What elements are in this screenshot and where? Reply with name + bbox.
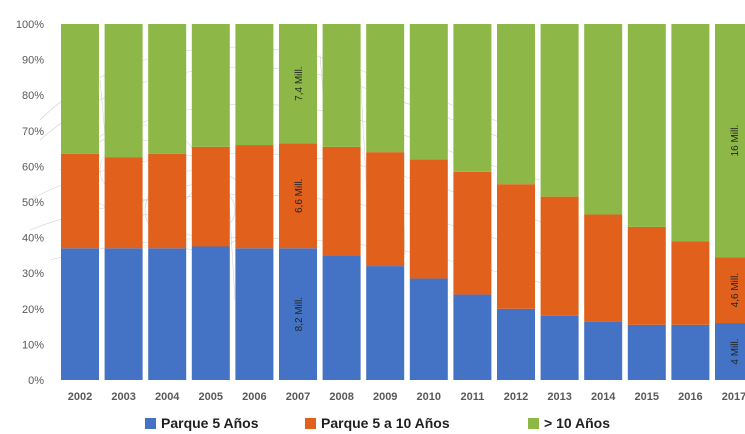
bars	[61, 24, 745, 380]
bar-segment	[715, 323, 745, 380]
bar-segment	[540, 24, 579, 197]
bar-segment	[366, 266, 405, 380]
bar-segment	[279, 143, 317, 249]
bar-segment	[61, 153, 99, 249]
bar-segment	[409, 24, 448, 160]
y-tick-label: 90%	[22, 55, 44, 67]
x-tick-label: 2006	[242, 391, 266, 403]
x-tick-label: 2008	[329, 391, 353, 403]
bar-segment	[409, 278, 448, 380]
legend: Parque 5 Años Parque 5 a 10 Años > 10 Años	[145, 415, 610, 431]
bar-segment	[61, 24, 99, 154]
legend-swatch	[305, 418, 316, 429]
y-tick-label: 70%	[22, 126, 44, 138]
bar-segment	[322, 146, 361, 256]
data-label: 4 Mill.	[730, 338, 741, 364]
bar-segment	[627, 24, 666, 227]
x-tick-label: 2004	[155, 391, 180, 403]
legend-label: Parque 5 Años	[161, 415, 259, 431]
bar-segment	[453, 24, 492, 172]
bar-segment	[584, 214, 623, 322]
x-tick-label: 2015	[635, 391, 659, 403]
bar-segment	[366, 24, 405, 153]
bar-segment	[497, 308, 535, 380]
legend-label: > 10 Años	[544, 415, 610, 431]
bar-segment	[409, 159, 448, 279]
x-tick-label: 2017	[722, 391, 745, 403]
bar-segment	[671, 24, 710, 242]
x-tick-label: 2003	[111, 391, 135, 403]
x-tick-label: 2012	[504, 391, 528, 403]
bar-segment	[497, 24, 535, 185]
bar-segment	[279, 24, 317, 144]
x-tick-label: 2016	[678, 391, 702, 403]
bar-segment	[540, 196, 579, 316]
bar-segment	[235, 248, 274, 380]
x-tick-label: 2005	[199, 391, 223, 403]
y-tick-label: 50%	[22, 197, 44, 209]
x-tick-label: 2007	[286, 391, 310, 403]
bar-segment	[715, 24, 745, 258]
x-axis: 2002 2003 2004 2005 2006 2007 2008 2009 2010 2011…	[68, 391, 745, 403]
bar-segment	[322, 255, 361, 380]
x-tick-label: 2002	[68, 391, 92, 403]
x-tick-label: 2009	[373, 391, 397, 403]
y-tick-label: 10%	[22, 339, 44, 351]
bar-segment	[322, 24, 361, 147]
legend-label: Parque 5 a 10 Años	[321, 415, 450, 431]
bar-segment	[627, 324, 666, 380]
bar-segment	[453, 171, 492, 295]
bar-segment	[191, 246, 230, 380]
y-tick-label: 40%	[22, 233, 44, 245]
bar-segment	[453, 294, 492, 380]
data-label: 8,2 Mill.	[294, 297, 305, 331]
bar-segment	[235, 24, 274, 146]
legend-swatch	[528, 418, 539, 429]
y-tick-label: 80%	[22, 90, 44, 102]
bar-segment	[148, 24, 187, 154]
data-label: 16 Mill.	[730, 125, 741, 157]
bar-segment	[61, 248, 99, 380]
bar-segment	[148, 153, 187, 249]
bar-segment	[235, 145, 274, 249]
bar-segment	[584, 321, 623, 380]
bar-segment	[366, 152, 405, 267]
x-tick-label: 2010	[417, 391, 441, 403]
y-tick-label: 0%	[28, 375, 44, 387]
data-label: 7,4 Mill.	[294, 66, 305, 100]
bar-segment	[627, 226, 666, 325]
data-label: 4,6 Mill.	[730, 273, 741, 307]
bar-segment	[279, 248, 317, 380]
data-label: 6,6 Mill.	[294, 179, 305, 213]
bar-segment	[104, 24, 143, 158]
y-tick-label: 20%	[22, 304, 44, 316]
bar-segment	[671, 241, 710, 325]
bar-segment	[540, 315, 579, 380]
bar-segment	[584, 24, 623, 215]
y-axis: 0% 10% 20% 30% 40% 50% 60% 70% 80% 90% 100%	[16, 19, 44, 387]
segment-labels: 8,2 Mill. 6,6 Mill. 7,4 Mill. 4 Mill. 4,6 Mi…	[294, 66, 741, 364]
bar-segment	[148, 248, 187, 380]
legend-swatch	[145, 418, 156, 429]
bar-segment	[497, 184, 535, 309]
bar-segment	[104, 248, 143, 380]
y-tick-label: 100%	[16, 19, 44, 31]
x-tick-label: 2011	[460, 391, 484, 403]
y-tick-label: 30%	[22, 268, 44, 280]
x-tick-label: 2014	[591, 391, 616, 403]
bar-segment	[191, 146, 230, 247]
x-tick-label: 2013	[547, 391, 571, 403]
bar-segment	[671, 324, 710, 380]
y-tick-label: 60%	[22, 161, 44, 173]
bar-segment	[191, 24, 230, 147]
bar-segment	[715, 257, 745, 324]
bar-segment	[104, 157, 143, 249]
